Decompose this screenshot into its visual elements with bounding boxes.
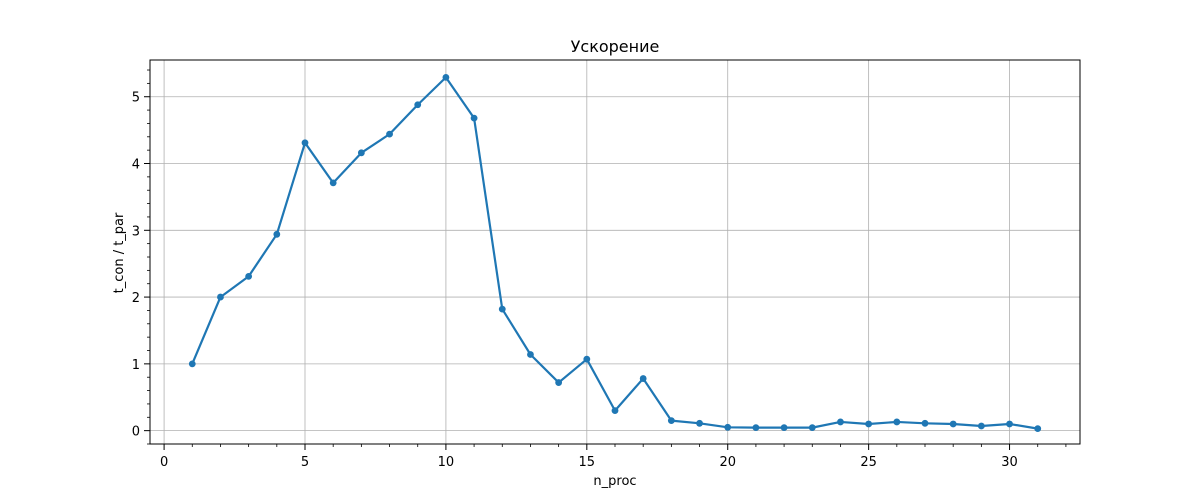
axis-ticks: 0 5 10 15 20 25 30 0 1 2 3 4 5 (132, 69, 1067, 470)
data-point (667, 417, 675, 425)
data-point (301, 139, 309, 147)
data-point (949, 420, 957, 428)
data-point (977, 422, 985, 430)
data-point (696, 419, 703, 427)
grid (150, 60, 1080, 444)
y-tick-label: 4 (132, 158, 140, 173)
x-axis-label: n_proc (593, 474, 636, 489)
data-point (1034, 425, 1042, 433)
data-point (329, 179, 337, 187)
data-point (273, 230, 281, 238)
x-tick-label: 5 (301, 455, 309, 470)
data-point (837, 418, 844, 426)
y-tick-label: 0 (132, 425, 140, 440)
data-point (611, 407, 619, 415)
x-tick-label: 20 (719, 455, 736, 470)
x-tick-label: 25 (860, 455, 877, 470)
data-point (724, 423, 732, 431)
chart-title: Ускорение (571, 37, 660, 56)
x-tick-label: 0 (160, 455, 168, 470)
data-point (1006, 420, 1013, 428)
data-point (865, 420, 873, 428)
data-point (808, 424, 816, 432)
data-point (470, 114, 478, 122)
data-point (921, 419, 929, 427)
data-point (752, 424, 760, 432)
data-point (893, 418, 901, 426)
data-point (555, 379, 563, 386)
y-tick-label: 1 (132, 358, 140, 373)
data-point (188, 360, 196, 368)
data-point (386, 130, 393, 138)
data-point (583, 355, 591, 363)
data-point (245, 272, 253, 280)
series-line (191, 76, 1038, 430)
data-point (527, 351, 534, 358)
x-tick-label: 30 (1001, 455, 1018, 470)
data-point (217, 293, 224, 301)
y-tick-label: 2 (132, 291, 140, 306)
y-axis-label: t_con / t_par (112, 212, 127, 293)
x-tick-label: 10 (438, 455, 455, 470)
data-point (442, 73, 450, 81)
plot-frame (149, 59, 1081, 445)
data-point (639, 375, 647, 382)
data-point (414, 101, 422, 109)
y-tick-label: 5 (132, 91, 140, 106)
data-point (498, 305, 506, 313)
x-tick-label: 15 (579, 455, 596, 470)
series (188, 73, 1042, 433)
data-point (780, 424, 788, 432)
data-point (357, 149, 365, 157)
y-tick-label: 3 (132, 224, 140, 239)
